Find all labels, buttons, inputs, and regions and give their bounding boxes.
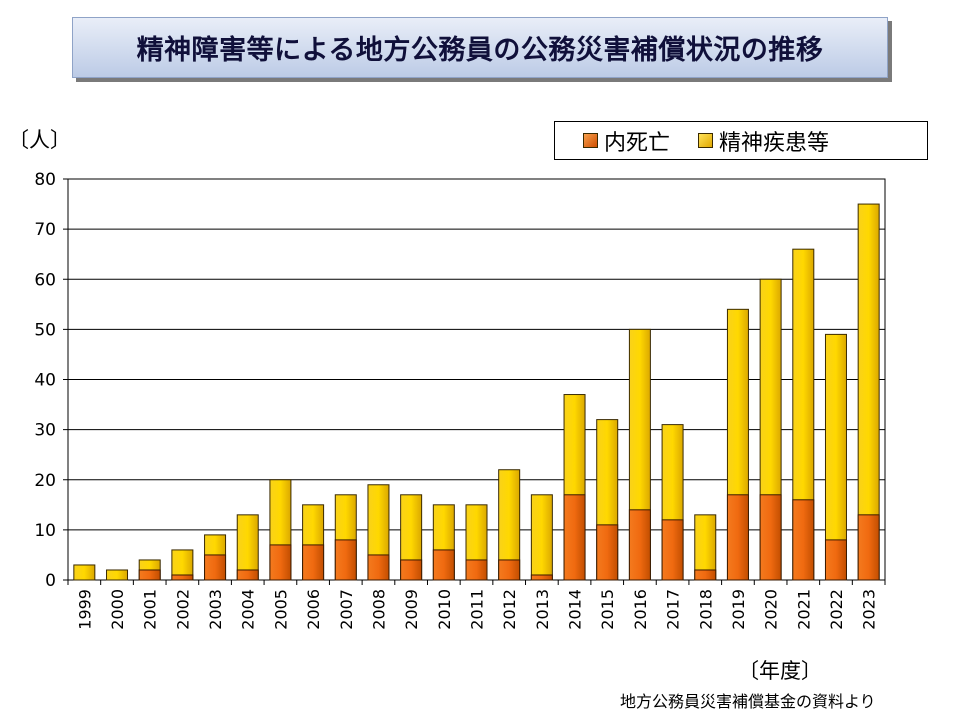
bar-death-2009 bbox=[400, 559, 423, 581]
y-tick-label-10: 10 bbox=[34, 521, 56, 541]
x-tick-label-2003: 2003 bbox=[206, 589, 225, 630]
bar-death-2001 bbox=[138, 569, 161, 581]
bar-death-2003 bbox=[204, 554, 227, 581]
x-tick-label-2006: 2006 bbox=[304, 589, 323, 630]
bar-death-2015 bbox=[596, 524, 619, 581]
y-tick-label-60: 60 bbox=[34, 270, 56, 290]
x-tick-label-2019: 2019 bbox=[729, 589, 748, 630]
y-tick-label-20: 20 bbox=[34, 471, 56, 491]
bar-death-2008 bbox=[367, 554, 390, 581]
bar-mental-2013 bbox=[530, 494, 553, 581]
bar-death-2022 bbox=[824, 539, 847, 581]
x-axis-title: 〔年度〕 bbox=[738, 659, 822, 683]
bar-death-2019 bbox=[726, 494, 749, 581]
chart-title-box: 精神障害等による地方公務員の公務災害補償状況の推移 bbox=[72, 17, 888, 78]
bar-death-2002 bbox=[171, 574, 194, 581]
x-tick-label-2017: 2017 bbox=[664, 589, 683, 630]
x-tick-label-2012: 2012 bbox=[500, 589, 519, 630]
bar-death-2018 bbox=[694, 569, 717, 581]
y-axis-unit-label: 〔人〕 bbox=[8, 128, 71, 152]
source-note: 地方公務員災害補償基金の資料より bbox=[620, 692, 876, 711]
y-tick-label-80: 80 bbox=[34, 170, 56, 190]
y-tick-label-70: 70 bbox=[34, 220, 56, 240]
y-tick-label-30: 30 bbox=[34, 421, 56, 441]
bar-death-2011 bbox=[465, 559, 488, 581]
x-tick-label-2013: 2013 bbox=[533, 589, 552, 630]
legend-label-mental: 精神疾患等 bbox=[719, 130, 830, 156]
legend-swatch-death bbox=[583, 133, 598, 148]
x-tick-label-2021: 2021 bbox=[794, 589, 813, 630]
bar-death-2014 bbox=[563, 494, 586, 581]
legend-label-death: 内死亡 bbox=[604, 130, 671, 156]
legend: 内死亡 精神疾患等 bbox=[554, 121, 928, 160]
bar-mental-2000 bbox=[106, 569, 129, 581]
bar-mental-1999 bbox=[73, 564, 96, 581]
x-tick-label-2023: 2023 bbox=[860, 589, 879, 630]
bar-death-2006 bbox=[302, 544, 325, 581]
legend-item-death: 内死亡 bbox=[583, 125, 670, 157]
bar-death-2020 bbox=[759, 494, 782, 581]
bar-death-2010 bbox=[432, 549, 455, 581]
x-tick-label-2008: 2008 bbox=[369, 589, 388, 630]
x-tick-label-2005: 2005 bbox=[271, 589, 290, 630]
x-tick-label-2009: 2009 bbox=[402, 589, 421, 630]
x-tick-label-2014: 2014 bbox=[566, 589, 585, 630]
x-tick-label-2001: 2001 bbox=[141, 589, 160, 630]
bar-death-2013 bbox=[530, 574, 553, 581]
bar-death-2016 bbox=[628, 509, 651, 581]
bar-death-2023 bbox=[857, 514, 880, 581]
bar-death-2021 bbox=[792, 499, 815, 581]
x-tick-label-2007: 2007 bbox=[337, 589, 356, 630]
bar-death-2012 bbox=[498, 559, 521, 581]
x-tick-label-1999: 1999 bbox=[75, 589, 94, 630]
x-tick-label-2016: 2016 bbox=[631, 589, 650, 630]
y-tick-label-40: 40 bbox=[34, 371, 56, 391]
chart-title: 精神障害等による地方公務員の公務災害補償状況の推移 bbox=[136, 35, 824, 66]
x-tick-label-2004: 2004 bbox=[239, 589, 258, 630]
bar-death-2004 bbox=[236, 569, 259, 581]
y-tick-label-0: 0 bbox=[45, 571, 56, 591]
x-tick-label-2011: 2011 bbox=[468, 589, 487, 630]
y-tick-label-50: 50 bbox=[34, 320, 56, 340]
legend-swatch-mental bbox=[698, 133, 714, 148]
x-tick-label-2020: 2020 bbox=[762, 589, 781, 630]
bar-death-2017 bbox=[661, 519, 684, 581]
x-tick-label-2018: 2018 bbox=[696, 589, 715, 630]
bar-death-2007 bbox=[334, 539, 357, 581]
x-tick-label-2002: 2002 bbox=[173, 589, 192, 630]
x-tick-label-2015: 2015 bbox=[598, 589, 617, 630]
bar-death-2005 bbox=[269, 544, 292, 581]
x-tick-label-2022: 2022 bbox=[827, 589, 846, 630]
x-tick-label-2010: 2010 bbox=[435, 589, 454, 630]
legend-item-mental: 精神疾患等 bbox=[698, 125, 829, 157]
x-tick-label-2000: 2000 bbox=[108, 589, 127, 630]
